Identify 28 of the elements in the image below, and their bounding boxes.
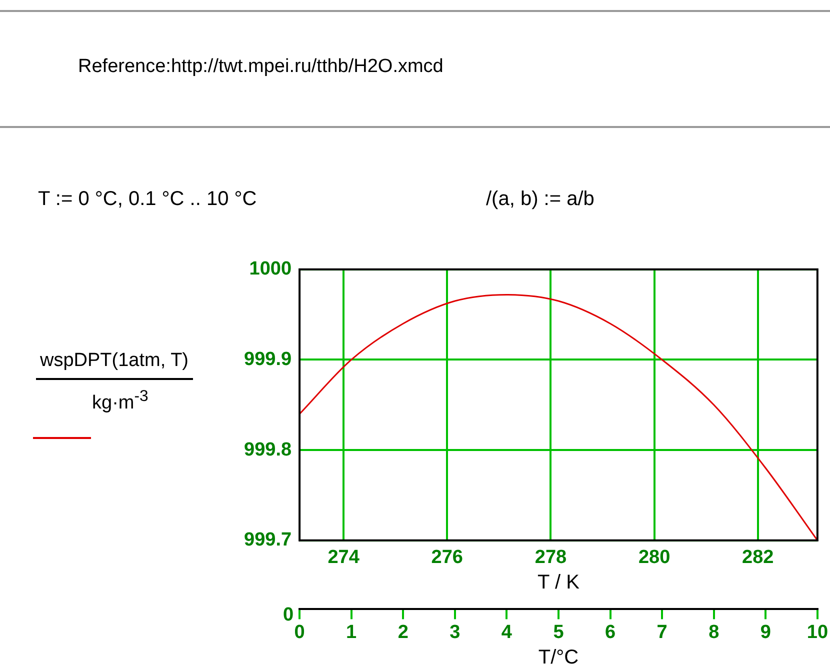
text: T := 0 °C, 0.1 °C .. 10 °C — [38, 188, 257, 211]
x2-tick-label: 10 — [806, 622, 828, 643]
x-tick-label: 282 — [742, 547, 774, 568]
x2-tick-label: 2 — [398, 622, 408, 643]
x2-tick-label: 6 — [604, 622, 616, 643]
text: Reference:http://twt.mpei.ru/tthb/H2O.xmcd — [78, 56, 444, 78]
text: 0 — [282, 604, 294, 626]
y-tick-label: 999.7 — [244, 530, 292, 551]
x-tick-label: 278 — [534, 547, 567, 568]
text: /(a, b) := a/b — [486, 188, 594, 211]
y-tick-label: 999.9 — [244, 348, 292, 370]
x2-tick-label: 0 — [294, 622, 305, 643]
x2-tick-label: 3 — [450, 622, 460, 643]
y-tick-label: 999.8 — [244, 439, 292, 460]
y-tick-label: 1000 — [249, 258, 292, 280]
x2-tick-label: 5 — [553, 622, 564, 643]
x2-tick-label: 8 — [708, 622, 720, 643]
x-tick-label: 276 — [431, 547, 463, 568]
x-tick-label: 274 — [328, 547, 360, 568]
x-axis-title: T / K — [538, 572, 580, 594]
x2-tick-label: 9 — [760, 622, 771, 643]
y-axis-title: wspDPT(1atm, T) — [36, 350, 193, 380]
x-tick-label: 280 — [638, 547, 670, 568]
x2-axis-title: T/°C — [538, 646, 579, 669]
x2-tick-label: 4 — [501, 622, 512, 643]
x2-tick-label: 7 — [656, 622, 668, 643]
text: kg·m$^{-3}$ — [91, 387, 150, 414]
x2-tick-label: 1 — [346, 622, 358, 643]
